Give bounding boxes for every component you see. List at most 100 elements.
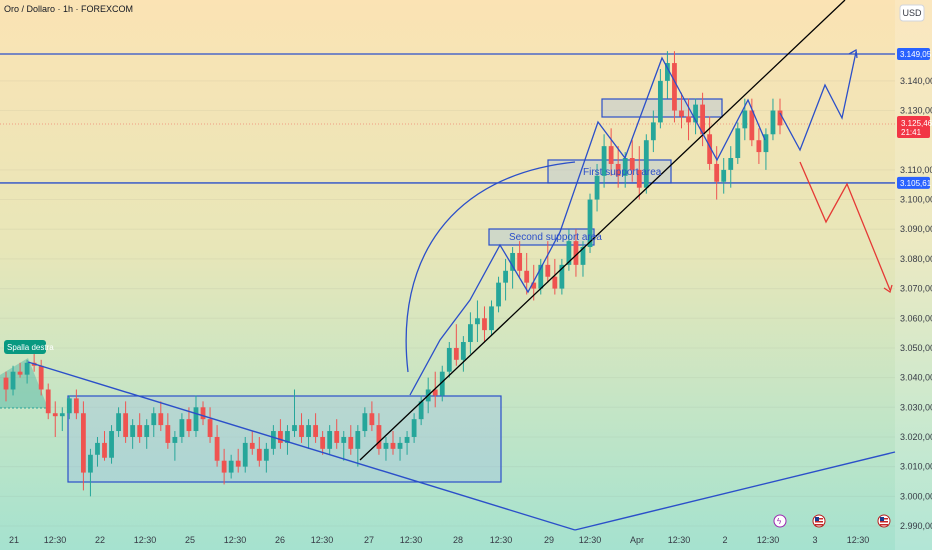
y-tick-label: 3.140,00 xyxy=(900,76,932,86)
candle xyxy=(489,300,494,337)
bullish-projection[interactable] xyxy=(779,51,857,152)
candle xyxy=(285,425,290,455)
x-tick-label: 29 xyxy=(544,535,554,545)
bearish-arrowhead xyxy=(883,284,893,294)
candle xyxy=(270,425,276,455)
y-tick-label: 3.090,00 xyxy=(900,224,932,234)
candle xyxy=(503,258,508,301)
candle xyxy=(306,419,311,449)
spalla-destra-label[interactable]: Spalla destra xyxy=(4,340,54,354)
shoulder-shape[interactable] xyxy=(0,358,48,408)
candle xyxy=(10,365,16,396)
candle xyxy=(81,401,86,491)
second-support-box[interactable] xyxy=(488,228,595,246)
candle xyxy=(256,436,262,467)
curve-arc[interactable] xyxy=(405,161,576,373)
candle xyxy=(460,336,466,372)
spalla-destra-text: Spalla destra xyxy=(7,343,54,352)
price-axis[interactable]: 3.149,05 3.140,00 3.130,00 3.110,00 3.105,61… xyxy=(897,48,932,531)
candle xyxy=(573,229,579,277)
bearish-projection[interactable] xyxy=(799,161,891,291)
candle xyxy=(439,365,445,402)
candle xyxy=(390,431,396,455)
candle xyxy=(158,401,164,432)
flag-us-icon-2[interactable] xyxy=(877,514,891,528)
candle xyxy=(496,276,501,313)
candle xyxy=(714,146,720,200)
candle xyxy=(186,407,192,437)
ascending-trendline[interactable] xyxy=(359,0,846,461)
candle xyxy=(468,312,473,354)
candle xyxy=(207,407,213,443)
y-tick-label: 3.130,00 xyxy=(900,106,932,116)
candle xyxy=(341,431,347,461)
candle xyxy=(721,158,727,194)
candle xyxy=(313,413,318,443)
neckline-rising[interactable] xyxy=(574,451,896,531)
candle xyxy=(749,98,755,147)
candle xyxy=(615,146,621,188)
x-tick-label: 28 xyxy=(453,535,463,545)
candle xyxy=(566,229,572,271)
candle xyxy=(650,110,656,153)
candle xyxy=(629,140,635,182)
neckline-descending[interactable] xyxy=(27,361,576,531)
candle xyxy=(130,419,136,449)
currency-label: USD xyxy=(902,8,922,18)
event-icon-flash[interactable]: ϟ xyxy=(773,514,787,528)
x-tick-label: 12:30 xyxy=(400,535,423,545)
y-tick-label: 3.050,00 xyxy=(900,343,932,353)
x-tick-label: 22 xyxy=(95,535,105,545)
y-tick-label: 3.070,00 xyxy=(900,284,932,294)
candle xyxy=(214,425,220,467)
x-tick-label: 12:30 xyxy=(490,535,513,545)
candle xyxy=(24,359,30,384)
level-tag xyxy=(897,176,930,189)
candle xyxy=(278,419,283,449)
candle xyxy=(707,116,713,170)
level-tag-label: 3.149,05 xyxy=(900,50,932,59)
candle xyxy=(242,436,248,473)
candle xyxy=(770,98,776,141)
candle xyxy=(608,128,614,176)
bullish-arrowhead xyxy=(848,48,858,59)
currency-badge[interactable]: USD xyxy=(899,4,925,22)
candle xyxy=(559,258,565,295)
candle xyxy=(418,395,424,426)
x-tick-label: 12:30 xyxy=(311,535,334,545)
candle xyxy=(52,401,58,437)
candle xyxy=(693,98,698,135)
candle xyxy=(686,98,691,141)
candle xyxy=(137,413,143,443)
candle xyxy=(3,371,9,402)
flag-us-icon[interactable] xyxy=(812,514,826,528)
y-tick-label: 3.080,00 xyxy=(900,254,932,264)
y-tick-label: 3.000,00 xyxy=(900,491,932,501)
candle xyxy=(411,413,417,443)
drawings[interactable] xyxy=(0,53,895,483)
candle xyxy=(228,454,234,479)
x-tick-label: 3 xyxy=(812,535,817,545)
candle xyxy=(109,425,114,464)
candle xyxy=(657,68,663,129)
zigzag-wave[interactable] xyxy=(409,56,766,396)
candle xyxy=(179,413,185,443)
y-tick-label: 3.030,00 xyxy=(900,402,932,412)
time-axis[interactable]: 21 12:30 22 12:30 25 12:30 26 12:30 27 12:30 28 12:… xyxy=(9,535,869,545)
candle xyxy=(88,448,93,497)
candle xyxy=(756,128,762,164)
candle xyxy=(299,413,304,443)
price-tag: 3.125,46 21:41 xyxy=(897,116,932,138)
candle xyxy=(320,431,326,455)
candle xyxy=(700,92,705,147)
candle xyxy=(482,306,487,343)
candle xyxy=(728,146,734,188)
second-support-label: Second support area xyxy=(509,232,602,243)
overlay-drawings[interactable] xyxy=(27,0,896,531)
price-tag-countdown: 21:41 xyxy=(901,128,922,137)
x-tick-label: 12:30 xyxy=(847,535,870,545)
candle xyxy=(165,413,171,449)
candle xyxy=(66,395,72,420)
x-tick-label: 2 xyxy=(722,535,727,545)
